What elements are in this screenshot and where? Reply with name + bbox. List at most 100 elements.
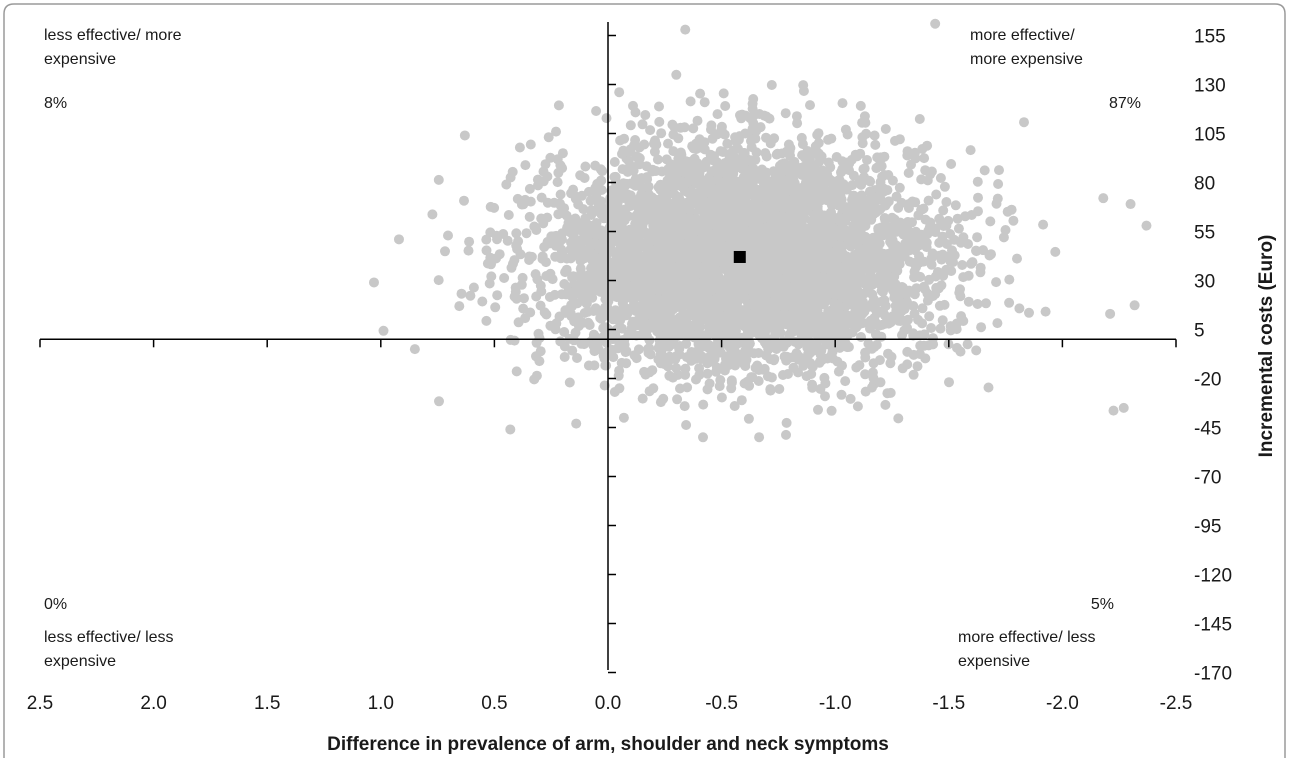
cloud-point (524, 183, 535, 194)
cloud-point (698, 399, 709, 410)
cloud-point (1019, 117, 1029, 128)
cloud-point (1024, 307, 1034, 318)
cloud-point (865, 266, 876, 277)
cloud-point (795, 276, 806, 287)
cloud-point (926, 253, 937, 264)
cloud-point (511, 366, 522, 377)
cloud-point (655, 179, 666, 190)
cloud-point (799, 231, 810, 242)
cloud-point (803, 339, 813, 350)
cloud-point (748, 94, 759, 104)
cloud-point (709, 322, 720, 333)
cloud-point (679, 401, 690, 412)
cloud-point (502, 235, 513, 246)
cloud-point (715, 375, 726, 385)
cloud-point (674, 312, 685, 323)
cloud-point (926, 323, 937, 333)
cloud-point (787, 294, 798, 305)
cloud-point (713, 175, 724, 186)
cloud-point (748, 298, 759, 309)
cloud-point (872, 232, 883, 243)
cloud-point (848, 170, 859, 181)
cloud-point (790, 161, 801, 172)
cloud-point (952, 213, 963, 224)
cloud-point (609, 157, 620, 167)
cloud-point (753, 348, 764, 358)
cloud-point (896, 197, 907, 208)
cloud-point (702, 219, 713, 230)
cloud-point (933, 283, 944, 294)
cloud-point (617, 164, 628, 175)
cloud-point (750, 133, 761, 144)
cloud-point (849, 300, 859, 311)
cloud-point (889, 219, 900, 230)
cloud-point (616, 357, 627, 368)
cloud-point (538, 218, 549, 229)
cloud-point (643, 181, 654, 192)
cloud-point (640, 250, 651, 261)
cloud-point (564, 377, 575, 388)
cloud-point (972, 232, 983, 243)
cloud-point (788, 362, 799, 373)
cloud-point (888, 285, 898, 296)
cloud-point (848, 190, 859, 201)
cloud-point (837, 98, 848, 109)
cloud-point (670, 164, 681, 175)
cloud-point (828, 253, 839, 264)
cloud-point (906, 159, 916, 170)
cloud-point (643, 347, 654, 358)
cloud-point (895, 314, 906, 324)
cloud-point (772, 148, 783, 159)
cloud-point (891, 240, 902, 251)
cloud-point (840, 261, 851, 272)
cloud-point (565, 227, 576, 238)
cloud-point (465, 290, 476, 301)
cloud-point (575, 285, 586, 296)
cloud-point (800, 328, 811, 339)
cloud-point (833, 366, 844, 377)
cloud-point (519, 293, 529, 304)
cloud-point (601, 113, 612, 124)
cloud-point (617, 225, 628, 236)
cloud-point (912, 361, 923, 372)
cloud-point (695, 88, 706, 99)
cloud-point (729, 401, 740, 411)
cloud-point (684, 308, 695, 319)
cloud-point (579, 225, 590, 236)
cloud-point (814, 156, 825, 167)
cloud-point (924, 274, 935, 285)
cloud-point (822, 169, 833, 180)
cloud-point (492, 290, 503, 301)
cloud-point (596, 264, 607, 275)
cloud-point (818, 298, 829, 309)
cloud-point (518, 303, 529, 314)
cloud-point (699, 137, 710, 148)
cloud-point (983, 382, 994, 393)
cloud-point (781, 338, 792, 349)
cloud-point (601, 360, 612, 371)
cloud-point (456, 288, 467, 299)
cloud-point (1129, 300, 1140, 311)
cloud-point (702, 368, 713, 379)
cloud-point (857, 132, 868, 143)
cloud-point (808, 168, 819, 179)
cloud-point (637, 119, 648, 130)
cloud-point (779, 351, 790, 362)
cloud-point (463, 245, 474, 256)
cloud-point (865, 278, 876, 289)
cloud-point (925, 217, 936, 228)
cloud-point (588, 340, 599, 351)
cloud-point (844, 287, 855, 298)
cloud-point (979, 165, 990, 176)
cloud-point (533, 328, 544, 339)
cloud-point (721, 230, 732, 241)
cloud-point (865, 317, 876, 328)
cloud-point (735, 349, 746, 360)
cloud-point (823, 134, 834, 145)
cloud-point (652, 212, 663, 222)
cloud-point (880, 270, 891, 281)
cloud-point (863, 338, 874, 349)
cloud-point (535, 300, 546, 311)
cloud-point (984, 250, 995, 261)
cloud-point (740, 361, 751, 371)
